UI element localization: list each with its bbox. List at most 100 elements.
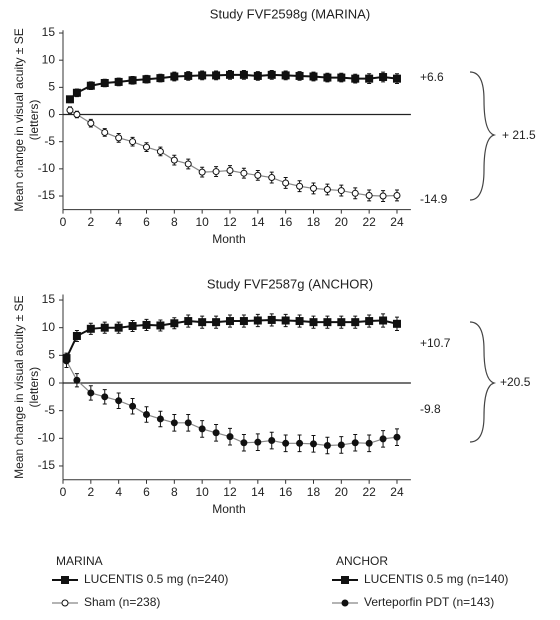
marker bbox=[87, 389, 95, 397]
chart-title: Study FVF2598g (MARINA) bbox=[210, 6, 370, 21]
marker bbox=[212, 318, 221, 327]
x-axis-title: Month bbox=[212, 502, 245, 516]
y-tick-label: -10 bbox=[38, 161, 56, 175]
x-axis-title: Month bbox=[212, 232, 245, 246]
marker bbox=[142, 75, 151, 84]
marker bbox=[142, 143, 150, 151]
annotation: +10.7 bbox=[420, 336, 451, 350]
y-tick-label: 0 bbox=[48, 375, 55, 389]
legend-label: Verteporfin PDT (n=143) bbox=[364, 595, 494, 609]
marker bbox=[72, 331, 81, 340]
marker bbox=[86, 81, 95, 90]
x-tick-label: 22 bbox=[362, 215, 376, 229]
marker bbox=[73, 376, 81, 384]
marker bbox=[226, 166, 234, 174]
marker bbox=[254, 171, 262, 179]
marker bbox=[281, 71, 290, 80]
y-tick-label: -15 bbox=[38, 188, 56, 202]
marker bbox=[392, 319, 401, 328]
legend-marker bbox=[341, 576, 349, 584]
marker bbox=[323, 442, 331, 450]
x-tick-label: 6 bbox=[143, 215, 150, 229]
marker bbox=[198, 425, 206, 433]
x-tick-label: 4 bbox=[115, 485, 122, 499]
y-tick-label: -5 bbox=[44, 403, 55, 417]
x-tick-label: 10 bbox=[195, 485, 209, 499]
marker bbox=[268, 174, 276, 182]
marker bbox=[365, 191, 373, 199]
marker bbox=[337, 187, 345, 195]
marker bbox=[295, 71, 304, 80]
marker bbox=[365, 439, 373, 447]
y-tick-label: 10 bbox=[42, 52, 56, 66]
y-tick-label: 5 bbox=[48, 348, 55, 362]
y-tick-label: 5 bbox=[48, 80, 55, 94]
marker bbox=[296, 439, 304, 447]
marker bbox=[101, 128, 109, 136]
marker bbox=[129, 138, 137, 146]
marker bbox=[170, 156, 178, 164]
marker bbox=[170, 72, 179, 81]
marker bbox=[212, 429, 220, 437]
marker bbox=[295, 317, 304, 326]
marker bbox=[393, 191, 401, 199]
legend-marker bbox=[61, 599, 69, 607]
marker bbox=[351, 318, 360, 327]
x-tick-label: 14 bbox=[251, 485, 265, 499]
series-line bbox=[65, 360, 398, 447]
x-tick-label: 18 bbox=[307, 485, 321, 499]
marker bbox=[323, 185, 331, 193]
x-tick-label: 10 bbox=[195, 215, 209, 229]
marker bbox=[281, 316, 290, 325]
marker bbox=[392, 74, 401, 83]
marker bbox=[337, 73, 346, 82]
marker bbox=[198, 71, 207, 80]
marker bbox=[379, 316, 388, 325]
brace bbox=[469, 71, 497, 201]
x-tick-label: 8 bbox=[171, 485, 178, 499]
marker bbox=[114, 323, 123, 332]
marker bbox=[72, 88, 81, 97]
y-axis-title: Mean change in visual acuity ± SE bbox=[12, 295, 26, 478]
x-tick-label: 22 bbox=[362, 485, 376, 499]
x-tick-label: 8 bbox=[171, 215, 178, 229]
marker bbox=[115, 397, 123, 405]
legend-title: MARINA bbox=[56, 554, 103, 568]
marker bbox=[184, 71, 193, 80]
annotation: -14.9 bbox=[420, 192, 448, 206]
series-line bbox=[69, 109, 398, 197]
x-tick-label: 24 bbox=[390, 485, 404, 499]
legend-label: LUCENTIS 0.5 mg (n=140) bbox=[364, 572, 508, 586]
x-tick-label: 14 bbox=[251, 215, 265, 229]
marker bbox=[156, 321, 165, 330]
x-tick-label: 0 bbox=[60, 215, 67, 229]
y-tick-label: 15 bbox=[42, 292, 56, 306]
legend-title: ANCHOR bbox=[336, 554, 388, 568]
marker bbox=[337, 318, 346, 327]
marker bbox=[239, 70, 248, 79]
x-tick-label: 6 bbox=[143, 485, 150, 499]
y-tick-label: -15 bbox=[38, 458, 56, 472]
marker bbox=[296, 182, 304, 190]
marker bbox=[87, 119, 95, 127]
y-axis-unit: (letters) bbox=[27, 367, 41, 408]
marker bbox=[379, 192, 387, 200]
x-tick-label: 4 bbox=[115, 215, 122, 229]
marker bbox=[323, 73, 332, 82]
marker bbox=[254, 438, 262, 446]
marker bbox=[114, 77, 123, 86]
chart-title: Study FVF2587g (ANCHOR) bbox=[207, 276, 373, 291]
y-tick-label: 10 bbox=[42, 320, 56, 334]
marker bbox=[267, 70, 276, 79]
marker bbox=[226, 433, 234, 441]
legend-label: LUCENTIS 0.5 mg (n=240) bbox=[84, 572, 228, 586]
marker bbox=[65, 95, 74, 104]
marker bbox=[212, 71, 221, 80]
marker bbox=[156, 147, 164, 155]
x-tick-label: 20 bbox=[335, 215, 349, 229]
marker bbox=[240, 439, 248, 447]
y-tick-label: 0 bbox=[48, 107, 55, 121]
marker bbox=[365, 317, 374, 326]
x-tick-label: 12 bbox=[223, 485, 237, 499]
